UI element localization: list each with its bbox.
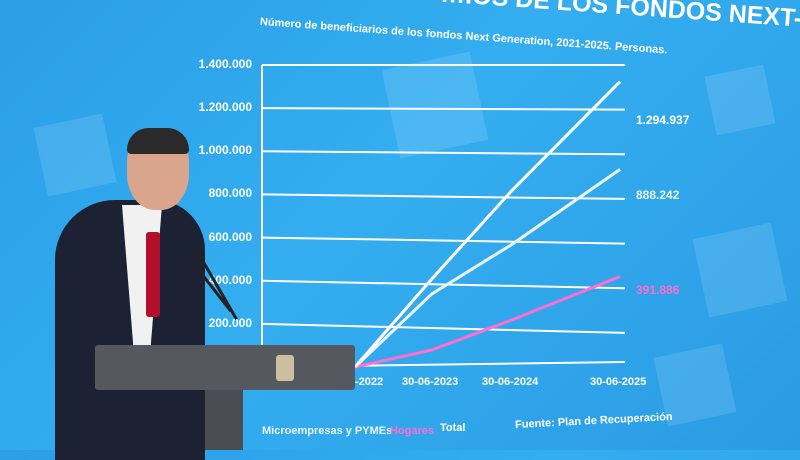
speaker-tie bbox=[146, 232, 160, 317]
speaker-hair bbox=[127, 128, 189, 154]
gridline bbox=[261, 322, 626, 334]
end-label-hogares: 391.886 bbox=[636, 283, 680, 297]
coat-of-arms-emblem bbox=[276, 355, 294, 381]
y-tick-label: 400.000 bbox=[208, 272, 252, 287]
x-tick-label: -2022 bbox=[355, 376, 384, 388]
x-tick-label: 30-06-2023 bbox=[402, 376, 459, 388]
legend-micro: Microempresas y PYMEs bbox=[262, 425, 393, 437]
series-line-2 bbox=[353, 80, 622, 368]
y-tick-label: 1.000.000 bbox=[198, 143, 252, 158]
series-line-1 bbox=[354, 275, 621, 369]
series-line-0 bbox=[353, 168, 621, 369]
y-tick-label: 600.000 bbox=[208, 229, 252, 244]
gridline bbox=[261, 107, 626, 111]
y-tick-label: 200.000 bbox=[208, 315, 252, 330]
x-tick-label: 30-06-2025 bbox=[590, 376, 647, 388]
line-chart bbox=[261, 80, 626, 369]
legend-total: Total bbox=[440, 422, 466, 434]
gridline bbox=[261, 236, 626, 245]
end-label-total: 1.294.937 bbox=[636, 113, 690, 127]
gridline bbox=[261, 279, 626, 290]
podium-stand bbox=[205, 390, 243, 450]
y-tick-label: 1.200.000 bbox=[198, 100, 252, 115]
y-tick-label: 800.000 bbox=[208, 186, 252, 201]
x-tick-label: 30-06-2024 bbox=[482, 376, 539, 388]
y-tick-label: 1.400.000 bbox=[198, 57, 252, 71]
gridline bbox=[261, 193, 626, 200]
podium bbox=[95, 345, 355, 390]
gridline bbox=[261, 150, 626, 156]
legend-hogares: Hogares bbox=[390, 425, 435, 437]
end-label-micro: 888.242 bbox=[636, 188, 680, 202]
